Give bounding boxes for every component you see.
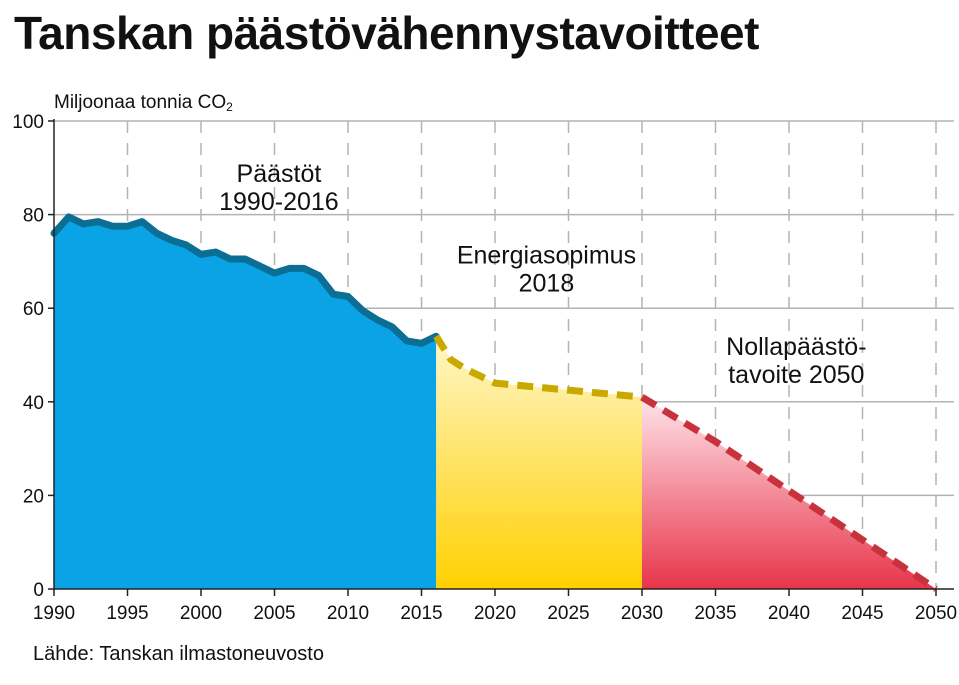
y-tick-label: 100 <box>12 112 44 133</box>
energy-agreement-label: Energiasopimus 2018 <box>457 242 636 298</box>
y-axis-label-subscript: 2 <box>226 100 233 114</box>
x-tick-label: 2040 <box>768 603 810 624</box>
x-tick-label: 2045 <box>841 603 883 624</box>
x-tick-label: 2000 <box>180 603 222 624</box>
y-tick-label: 20 <box>23 486 44 507</box>
y-axis-label-text: Miljoonaa tonnia CO <box>54 92 227 113</box>
x-tick-label: 2025 <box>547 603 589 624</box>
y-tick-label: 80 <box>23 206 44 227</box>
y-tick-label: 60 <box>23 299 44 320</box>
x-tick-label: 2035 <box>694 603 736 624</box>
net-zero-label: Nollapäästö-tavoite 2050 <box>726 333 866 389</box>
energy-agreement-label-line1: Energiasopimus <box>457 242 636 270</box>
emissions-line <box>50 213 440 347</box>
x-tick-label: 1990 <box>33 603 75 624</box>
net-zero-line <box>640 394 938 592</box>
emissions-area <box>54 216 437 589</box>
energy-agreement-line <box>433 334 643 401</box>
emissions-label-line1: Päästöt <box>237 160 322 188</box>
y-tick-label: 0 <box>33 580 44 601</box>
x-tick-label: 1995 <box>106 603 148 624</box>
x-tick-label: 2020 <box>474 603 516 624</box>
source-note: Lähde: Tanskan ilmastoneuvosto <box>33 643 324 665</box>
energy-agreement-area <box>436 336 642 589</box>
x-tick-label: 2015 <box>400 603 442 624</box>
emissions-label-line2: 1990-2016 <box>219 188 339 216</box>
net-zero-label-line2: tavoite 2050 <box>728 361 864 389</box>
x-tick-label: 2005 <box>253 603 295 624</box>
emissions-label: Päästöt 1990-2016 <box>219 160 339 216</box>
net-zero-label-line1: Nollapäästö- <box>726 333 866 361</box>
chart-title: Tanskan päästövähennystavoitteet <box>14 7 759 59</box>
x-tick-label: 2030 <box>621 603 663 624</box>
x-tick-label: 2050 <box>915 603 957 624</box>
energy-agreement-label-line2: 2018 <box>519 270 575 298</box>
x-tick-label: 2010 <box>327 603 369 624</box>
y-axis-label: Miljoonaa tonnia CO2 <box>54 92 233 114</box>
y-tick-label: 40 <box>23 393 44 414</box>
